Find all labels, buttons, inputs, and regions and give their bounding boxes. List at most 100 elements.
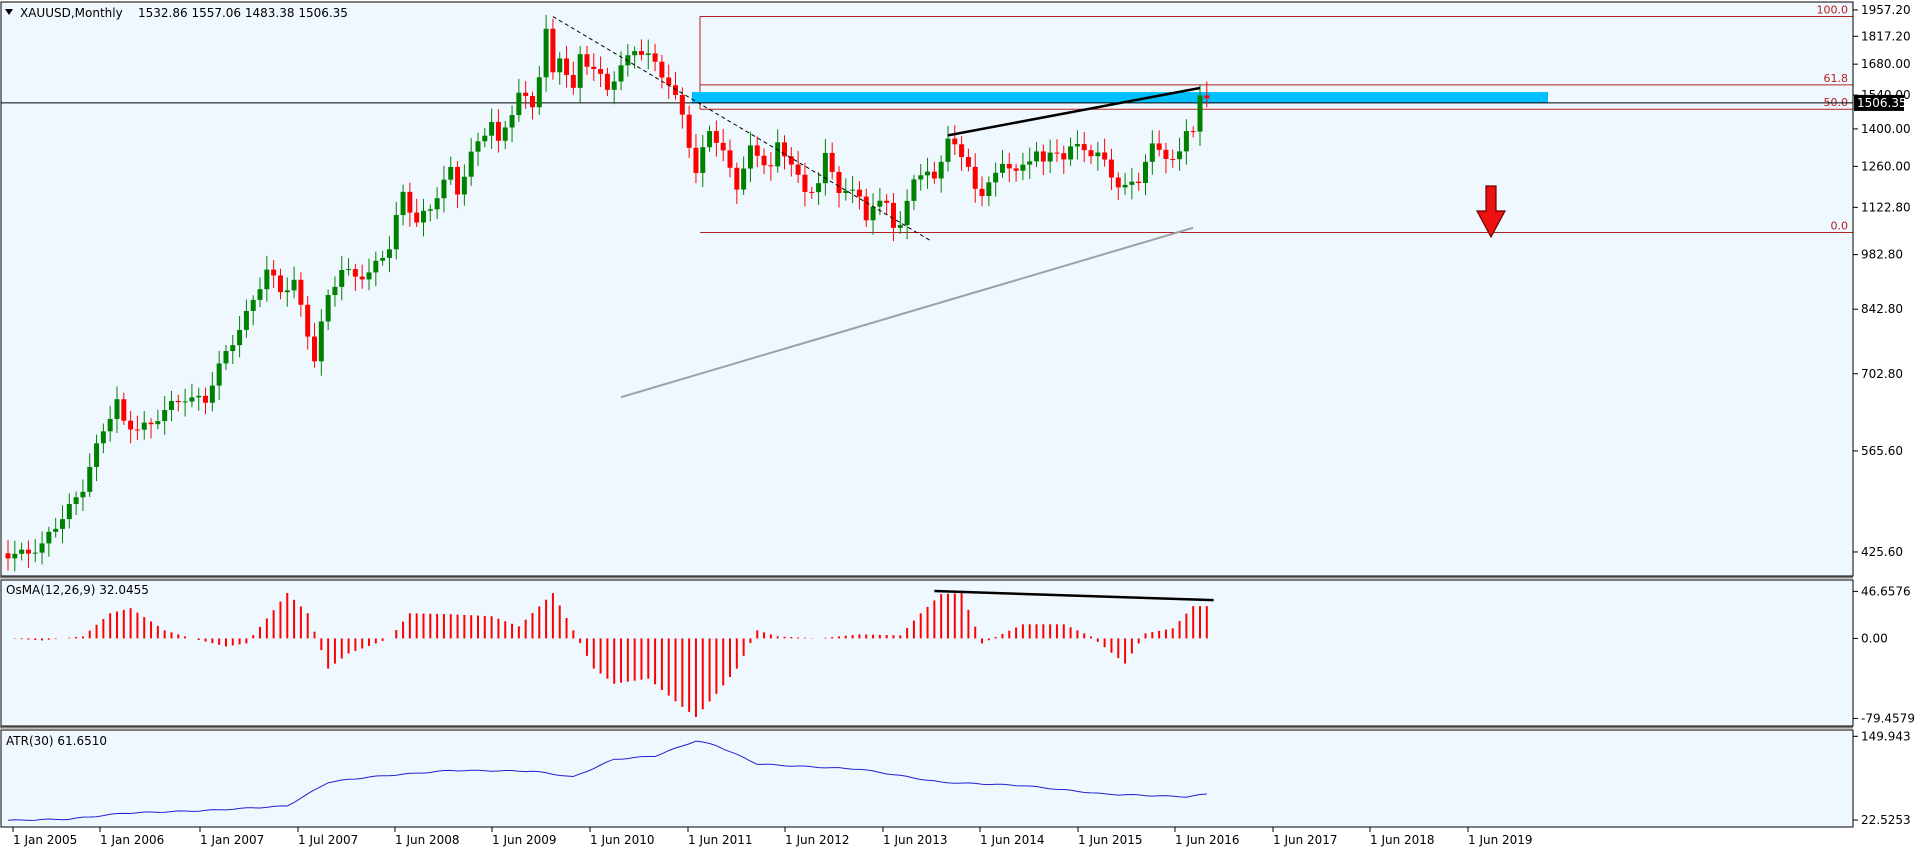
x-tick-label: 1 Jun 2012 [785,833,850,847]
candle-body [189,397,195,402]
candle-body [277,275,283,293]
candle-body [1020,164,1026,171]
candle-body [822,152,828,184]
x-tick-label: 1 Jun 2011 [688,833,753,847]
atr-layer [7,740,1207,821]
candle-body [959,144,965,158]
osma-pane[interactable] [1,580,1853,726]
candle-body [420,210,426,223]
candle-body [196,395,202,398]
candle-body [788,156,794,165]
candle-body [509,115,515,128]
candle-body [1108,159,1114,178]
candle-body [645,53,651,55]
candle-body [897,224,903,228]
candle-body [1047,152,1053,162]
osma-tick-label: -79.4579 [1861,711,1915,725]
downtrend-line [552,16,931,241]
fib-level-label: 100.0 [1817,4,1849,17]
current-price-label: 1506.35 [1857,96,1907,110]
candle-body [121,399,127,421]
atr-title: ATR(30) 61.6510 [6,734,107,748]
y-tick-label: 1680.00 [1861,57,1911,71]
candle-body [761,155,767,166]
candle-body [1081,144,1087,151]
candle-body [1006,163,1012,169]
osma-tick-label: 0.00 [1861,631,1888,645]
candle-body [543,28,549,78]
candle-body [468,151,474,177]
candle-body [284,290,290,293]
candle-body [32,552,38,554]
atr-pane-border [0,729,1854,828]
candle-body [979,188,985,197]
candle-body [911,179,917,201]
candle-body [1149,143,1155,162]
x-tick-label: 1 Jun 2014 [980,833,1045,847]
candle-body [393,215,399,250]
candle-body [291,279,297,291]
candle-body [305,304,311,337]
candle-body [366,272,372,280]
candle-body [904,200,910,225]
candle-body [373,260,379,273]
current-price-badge [1854,94,1904,111]
candle-body [1088,150,1094,157]
candle-body [427,209,433,211]
candle-body [1095,152,1101,157]
candle-body [46,531,52,544]
candle-body [550,28,556,73]
candle-body [686,114,692,148]
candle-body [707,131,713,148]
candle-body [482,135,488,142]
candle-body [114,399,120,420]
candle-body [141,422,147,430]
candle-body [1156,143,1162,150]
y-tick-label: 982.80 [1861,248,1903,262]
x-tick-label: 1 Jun 2013 [883,833,948,847]
candle-body [754,145,760,156]
candle-body [802,174,808,192]
osma-layer [1,589,1853,717]
candle-body [1170,158,1176,160]
candle-body [73,497,79,504]
y-tick-label: 842.80 [1861,302,1903,316]
candle-body [1183,131,1189,152]
candle-body [557,58,563,73]
candle-body [461,176,467,195]
x-tick-label: 1 Jan 2007 [200,833,264,847]
x-tick-label: 1 Jun 2008 [395,833,460,847]
candle-body [134,429,140,431]
candle-body [25,549,31,554]
y-tick-label: 1260.00 [1861,159,1911,173]
candle-body [39,543,45,553]
candle-body [700,147,706,173]
candle-body [1190,131,1196,133]
candle-body [570,74,576,88]
candle-body [448,166,454,180]
candle-body [795,164,801,175]
y-tick-label: 702.80 [1861,367,1903,381]
y-tick-label: 1957.20 [1861,3,1911,17]
fib-level-label: 61.8 [1824,72,1849,85]
candle-body [679,94,685,115]
candle-body [203,395,209,403]
axes-layer: 1957.201817.201680.001540.001400.001260.… [12,3,1915,847]
candle-body [1054,152,1060,154]
candle-body [965,157,971,167]
candle-body [638,51,644,55]
candle-body [12,553,18,559]
osma-divergence-line [934,589,1214,602]
candle-body [768,165,774,167]
candle-body [5,553,11,559]
candle-body [107,419,113,432]
candle-body [584,54,590,67]
pane-menu-icon[interactable] [5,9,13,15]
candle-body [162,409,168,422]
x-tick-label: 1 Jun 2015 [1078,833,1143,847]
candle-body [999,163,1005,173]
candle-body [455,166,461,195]
candle-body [693,147,699,173]
atr-pane[interactable] [1,730,1853,827]
